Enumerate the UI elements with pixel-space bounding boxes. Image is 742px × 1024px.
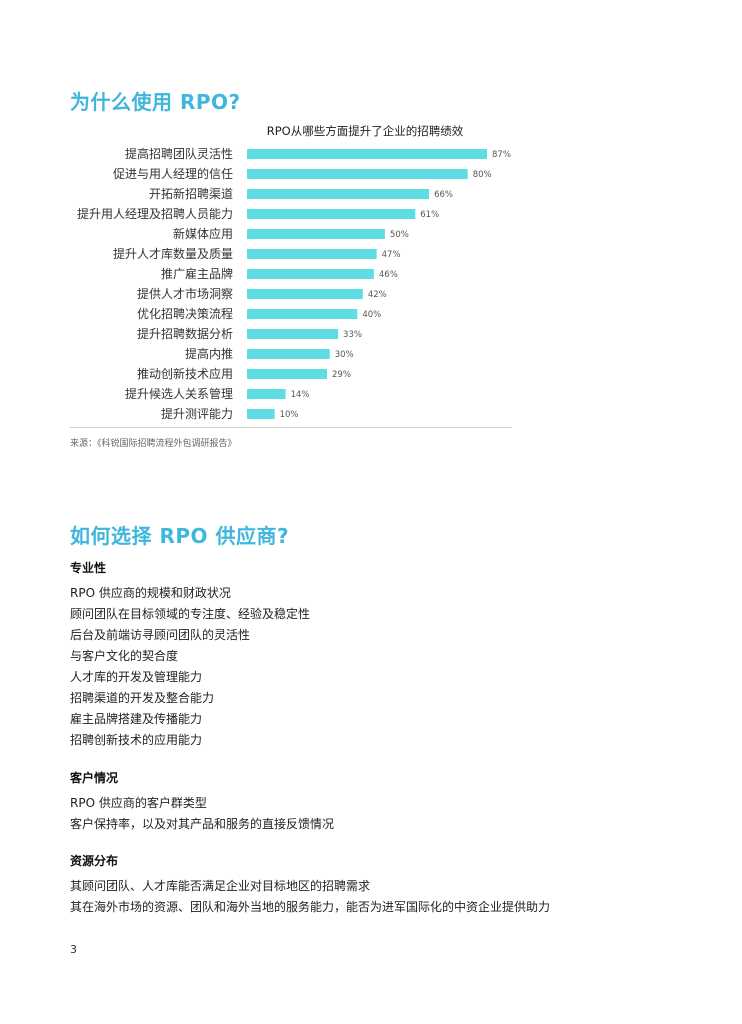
criteria-title: 资源分布 (70, 854, 119, 868)
criteria-item: 客户保持率，以及对其产品和服务的直接反馈情况 (70, 817, 335, 831)
chart-baseline (70, 427, 512, 428)
bar (247, 269, 374, 279)
bar (247, 169, 468, 179)
value-label: 87% (492, 150, 511, 160)
value-label: 47% (382, 250, 401, 260)
value-label: 50% (390, 230, 409, 240)
criteria-item: 招聘渠道的开发及整合能力 (70, 691, 215, 705)
criteria-item: 人才库的开发及管理能力 (70, 670, 203, 684)
bar (247, 289, 363, 299)
chart-title: RPO从哪些方面提升了企业的招聘绩效 (266, 124, 464, 138)
criteria-title: 专业性 (70, 561, 107, 575)
value-label: 46% (379, 270, 398, 280)
section-heading-choose-vendor: 如何选择 RPO 供应商? (70, 524, 290, 548)
bar (247, 409, 275, 419)
criteria-item: 顾问团队在目标领域的专注度、经验及稳定性 (70, 607, 311, 621)
bar (247, 249, 377, 259)
category-label: 提高内推 (185, 346, 233, 361)
category-label: 优化招聘决策流程 (137, 306, 233, 321)
bar (247, 309, 358, 319)
value-label: 80% (473, 170, 492, 180)
criteria-item: 其在海外市场的资源、团队和海外当地的服务能力，能否为进军国际化的中资企业提供助力 (70, 900, 551, 914)
section-heading-why-rpo: 为什么使用 RPO? (70, 90, 241, 114)
bar (247, 389, 286, 399)
category-label: 新媒体应用 (173, 226, 233, 241)
category-label: 提高招聘团队灵活性 (125, 146, 233, 161)
bar (247, 189, 430, 199)
value-label: 40% (362, 310, 381, 320)
value-label: 14% (291, 390, 310, 400)
value-label: 42% (368, 290, 387, 300)
criteria-item: 与客户文化的契合度 (70, 649, 179, 663)
category-label: 提升测评能力 (161, 406, 233, 421)
criteria-item: 后台及前端访寻顾问团队的灵活性 (70, 628, 251, 642)
bar (247, 229, 385, 239)
criteria-item: RPO 供应商的客户群类型 (70, 796, 207, 810)
criteria-section-resources: 资源分布 其顾问团队、人才库能否满足企业对目标地区的招聘需求 其在海外市场的资源… (70, 851, 690, 918)
criteria-section-clients: 客户情况 RPO 供应商的客户群类型 客户保持率，以及对其产品和服务的直接反馈情… (70, 768, 690, 835)
category-label: 提升候选人关系管理 (125, 386, 233, 401)
value-label: 30% (335, 350, 354, 360)
criteria-title: 客户情况 (70, 771, 119, 785)
bar (247, 329, 339, 339)
category-label: 提升招聘数据分析 (137, 326, 233, 341)
category-label: 提供人才市场洞察 (137, 286, 233, 301)
value-label: 61% (420, 210, 439, 220)
bar (247, 349, 330, 359)
value-label: 33% (343, 330, 362, 340)
criteria-item: 其顾问团队、人才库能否满足企业对目标地区的招聘需求 (70, 879, 371, 893)
category-label: 开拓新招聘渠道 (149, 186, 233, 201)
criteria-item: 招聘创新技术的应用能力 (70, 733, 203, 747)
criteria-item: 雇主品牌搭建及传播能力 (70, 712, 203, 726)
bar (247, 149, 487, 159)
category-label: 促进与用人经理的信任 (113, 166, 233, 181)
bar (247, 209, 416, 219)
value-label: 10% (280, 410, 299, 420)
page-number: 3 (70, 943, 77, 956)
value-label: 29% (332, 370, 351, 380)
bar (247, 369, 327, 379)
criteria-section-professionalism: 专业性 RPO 供应商的规模和财政状况 顾问团队在目标领域的专注度、经验及稳定性… (70, 558, 690, 751)
criteria-item: RPO 供应商的规模和财政状况 (70, 586, 231, 600)
category-label: 提升人才库数量及质量 (113, 246, 233, 261)
category-label: 提升用人经理及招聘人员能力 (77, 206, 233, 221)
category-label: 推广雇主品牌 (161, 266, 233, 281)
value-label: 66% (434, 190, 453, 200)
category-label: 推动创新技术应用 (137, 366, 233, 381)
bar-chart: 提高招聘团队灵活性 87% 促进与用人经理的信任 80% 开拓新招聘渠道 66% 提升用人经… (77, 146, 511, 421)
chart-source: 来源：《科锐国际招聘流程外包调研报告》 (70, 439, 237, 449)
